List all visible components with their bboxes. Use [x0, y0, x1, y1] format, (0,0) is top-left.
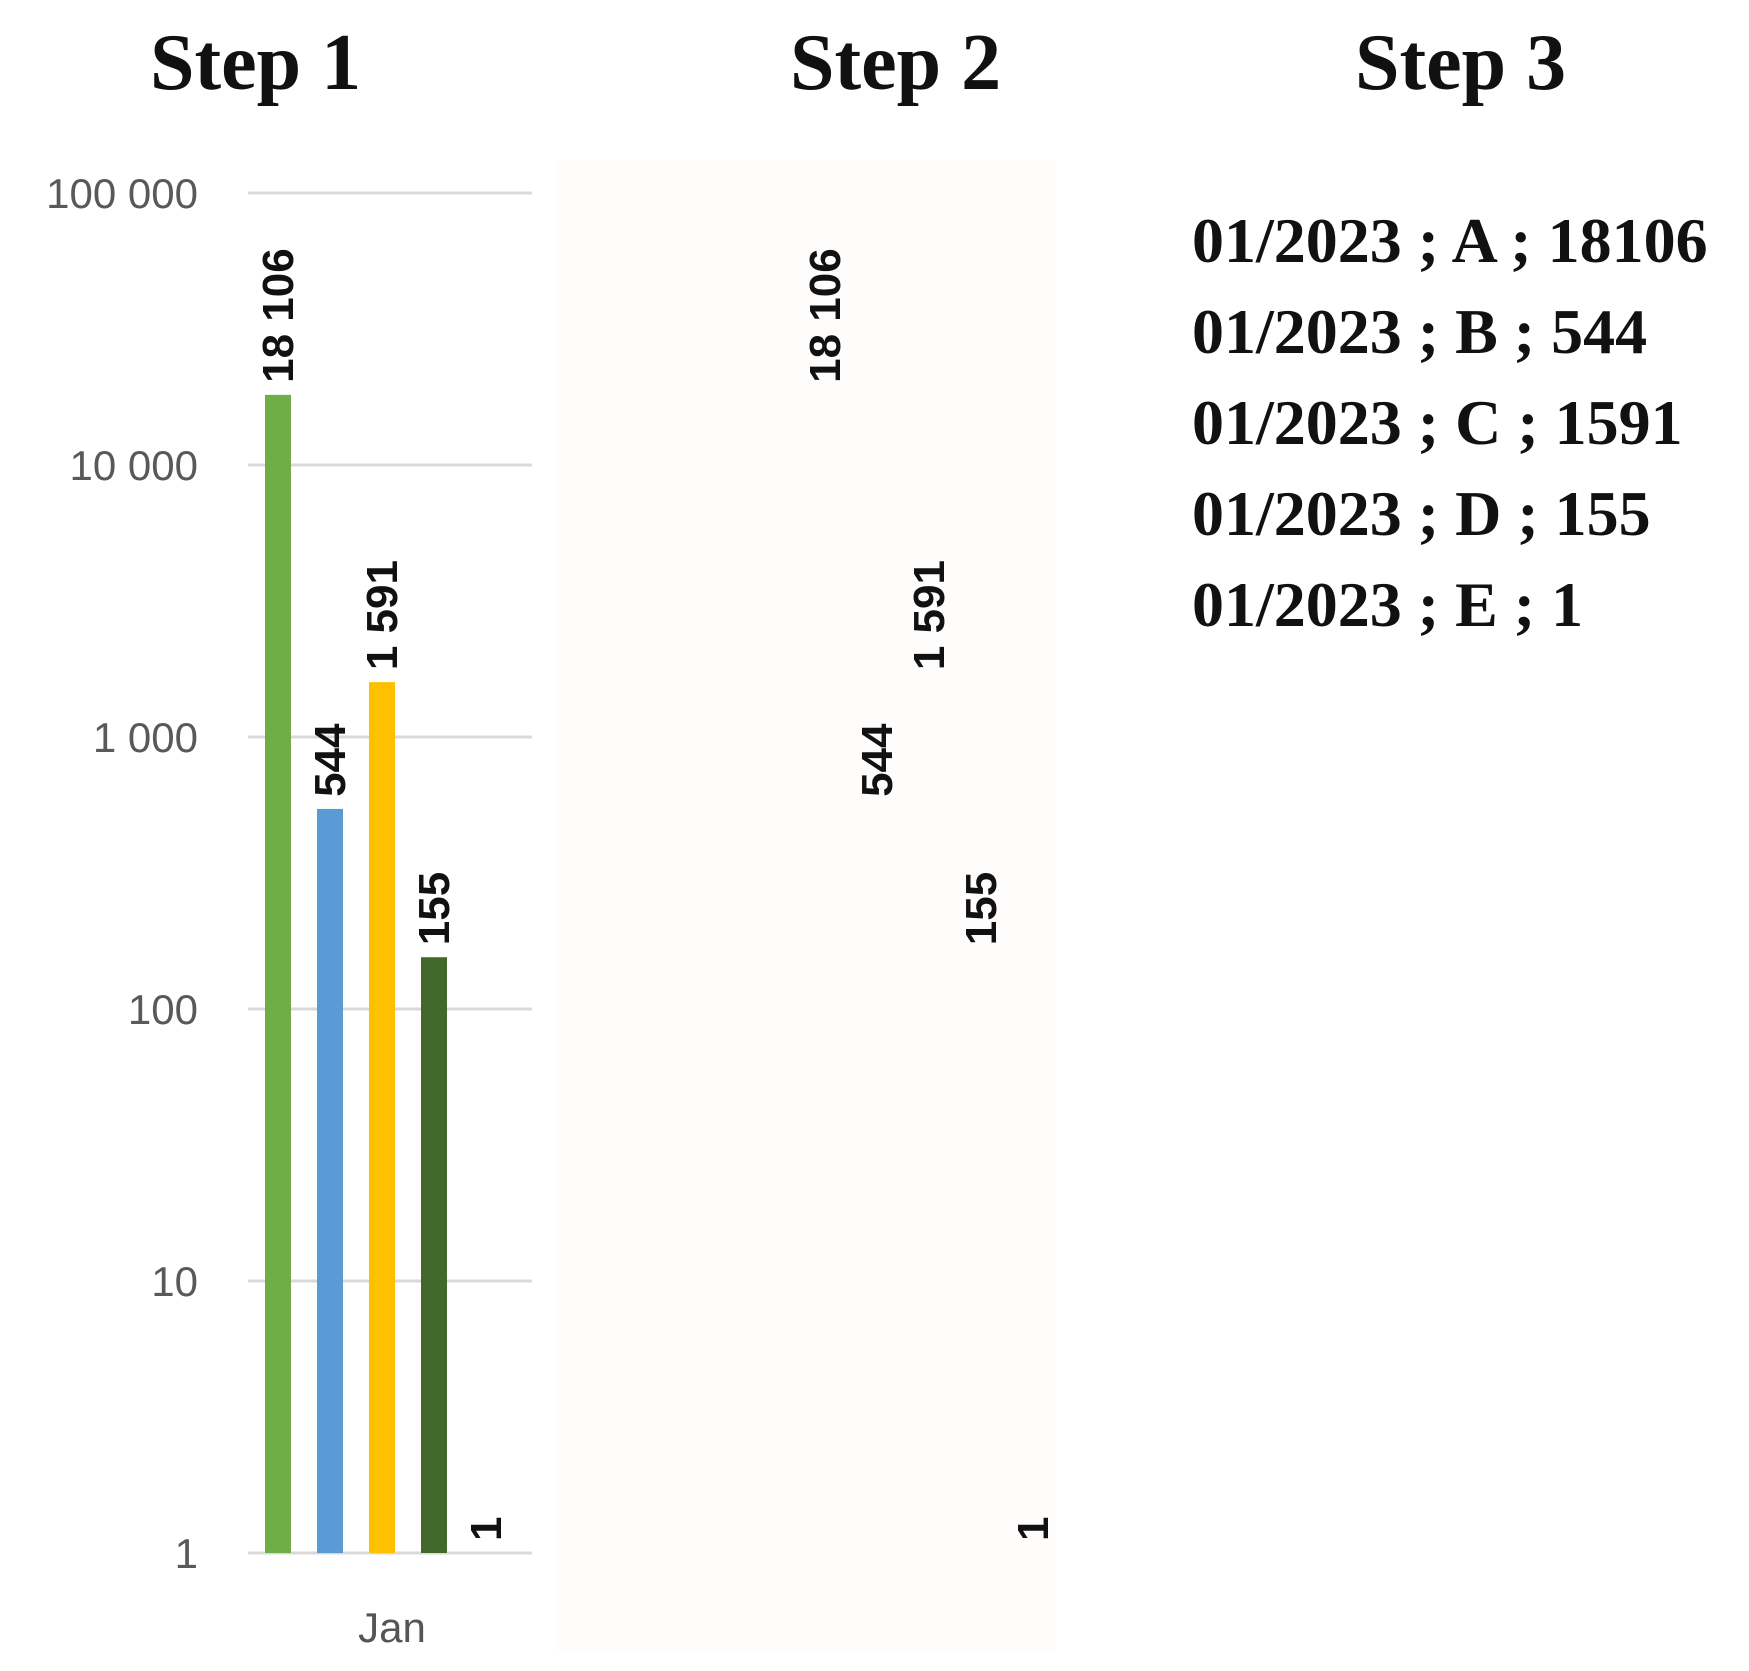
step-3-record-list: 01/2023 ; A ; 18106 01/2023 ; B ; 544 01/2…	[1192, 195, 1708, 650]
record-line: 01/2023 ; B ; 544	[1192, 296, 1648, 367]
bar-3-label: 1 591	[358, 560, 407, 670]
y-tick-label: 10 000	[70, 442, 198, 489]
record-line: 01/2023 ; A ; 18106	[1192, 205, 1708, 276]
step-2-panel	[555, 160, 1055, 1650]
bar-2	[317, 808, 343, 1553]
bar-4-label: 155	[410, 872, 459, 945]
bars	[265, 394, 447, 1553]
record-line: 01/2023 ; E ; 1	[1192, 569, 1584, 640]
bar-2-label: 544	[306, 723, 355, 797]
step-2-label-3: 1 591	[905, 560, 954, 670]
bar-4	[421, 957, 447, 1553]
y-tick-label: 1 000	[93, 714, 198, 761]
y-tick-label: 100 000	[46, 170, 198, 217]
step-2-label-2: 544	[853, 723, 902, 797]
step-3-title: Step 3	[1355, 19, 1567, 107]
step-2-data-labels: 18 106 544 1 591 155 1	[801, 248, 1058, 1541]
y-tick-label: 100	[128, 986, 198, 1033]
step-2-label-4: 155	[957, 872, 1006, 945]
step-1-title: Step 1	[150, 19, 362, 107]
x-category-label: Jan	[358, 1604, 426, 1651]
bar-1	[265, 394, 291, 1553]
step-1-data-labels: 18 106 544 1 591 155 1	[254, 248, 511, 1541]
record-line: 01/2023 ; D ; 155	[1192, 478, 1651, 549]
bar-1-label: 18 106	[254, 248, 303, 383]
step-2-label-1: 18 106	[801, 248, 850, 383]
record-line: 01/2023 ; C ; 1591	[1192, 387, 1683, 458]
step-2-label-5: 1	[1009, 1517, 1058, 1541]
y-tick-label: 10	[151, 1258, 198, 1305]
y-tick-label: 1	[175, 1530, 198, 1577]
y-axis-tick-labels: 1 10 100 1 000 10 000 100 000	[46, 170, 198, 1577]
step-2-title: Step 2	[790, 19, 1002, 107]
bar-5-label: 1	[462, 1517, 511, 1541]
bar-3	[369, 682, 395, 1553]
